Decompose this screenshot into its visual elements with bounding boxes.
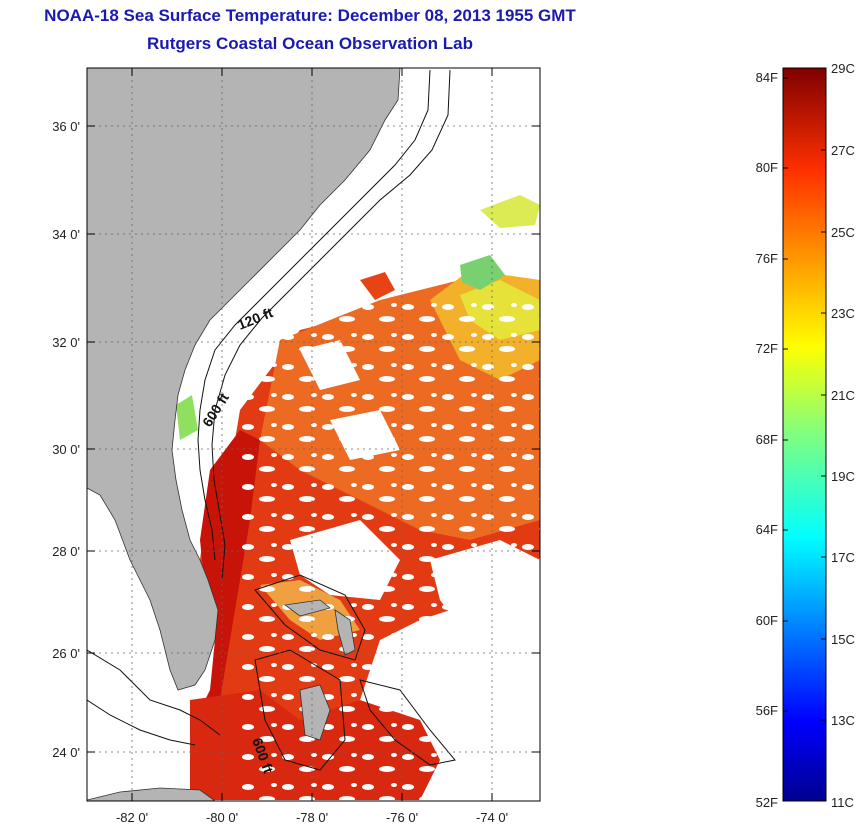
- lat-tick-label: 32 0': [52, 335, 80, 350]
- grand-bahama: [283, 599, 331, 617]
- sst-field-cool-north: [480, 195, 540, 228]
- colorbar-c-label: 11C: [831, 795, 854, 810]
- colorbar-c-label: 25C: [831, 225, 855, 240]
- colorbar-c-label: 19C: [831, 469, 855, 484]
- colorbar-f-label: 52F: [756, 795, 778, 810]
- sst-field-nearshore-cool: [176, 395, 198, 440]
- lat-tick-label: 30 0': [52, 442, 80, 457]
- lat-tick-label: 26 0': [52, 646, 80, 661]
- land-mass: [87, 68, 401, 691]
- colorbar-c-label: 27C: [831, 143, 855, 158]
- axis-ticks: [87, 68, 540, 801]
- colorbar-f-label: 64F: [756, 522, 778, 537]
- map-title: NOAA-18 Sea Surface Temperature: Decembe…: [44, 6, 576, 25]
- map-area: 120 ft 600 ft 600 ft: [87, 68, 540, 801]
- map-frame: [86, 67, 541, 802]
- lon-tick-label: -76 0': [386, 810, 418, 825]
- lat-tick-label: 36 0': [52, 119, 80, 134]
- colorbar-f-label: 84F: [756, 70, 778, 85]
- graticule: [87, 68, 540, 801]
- cloud-mass-5: [330, 410, 400, 460]
- cloud-mass-4: [440, 660, 540, 780]
- colorbar-f-label: 80F: [756, 160, 778, 175]
- andros-island: [299, 684, 331, 741]
- isobath-120ft: [197, 69, 431, 561]
- bank-contour-1: [254, 574, 366, 661]
- lat-tick-label: 34 0': [52, 227, 80, 242]
- cloud-mass-1: [290, 520, 400, 600]
- colorbar-c-label: 15C: [831, 632, 855, 647]
- lon-tick-label: -80 0': [206, 810, 238, 825]
- cuba-coast: [87, 787, 216, 801]
- lon-tick-label: -82 0': [116, 810, 148, 825]
- gulf-contour: [87, 699, 196, 746]
- colorbar: [782, 67, 827, 802]
- lon-tick-label: -78 0': [296, 810, 328, 825]
- lat-tick-label: 28 0': [52, 544, 80, 559]
- colorbar-ticks: [783, 77, 826, 721]
- colorbar-c-label: 21C: [831, 388, 855, 403]
- colorbar-c-label: 13C: [831, 713, 855, 728]
- lon-tick-label: -74 0': [476, 810, 508, 825]
- colorbar-c-label: 17C: [831, 550, 855, 565]
- colorbar-f-label: 68F: [756, 432, 778, 447]
- map-subtitle: Rutgers Coastal Ocean Observation Lab: [147, 34, 473, 53]
- sst-field-green-patch: [460, 255, 505, 290]
- colorbar-f-label: 76F: [756, 251, 778, 266]
- colorbar-c-label: 23C: [831, 306, 855, 321]
- colorbar-f-label: 56F: [756, 703, 778, 718]
- abaco-island: [334, 609, 356, 656]
- colorbar-f-label: 72F: [756, 341, 778, 356]
- isobath-600ft: [211, 69, 451, 581]
- cloud-mass-2: [430, 540, 540, 640]
- lat-tick-label: 24 0': [52, 745, 80, 760]
- colorbar-c-label: 29C: [831, 61, 855, 76]
- colorbar-f-label: 60F: [756, 613, 778, 628]
- cloud-mass-3: [300, 340, 360, 390]
- florida-keys-contour: [87, 649, 221, 736]
- bank-contour-2: [254, 649, 346, 771]
- sst-field-north-patch: [360, 272, 395, 300]
- bank-contour-3: [359, 679, 456, 766]
